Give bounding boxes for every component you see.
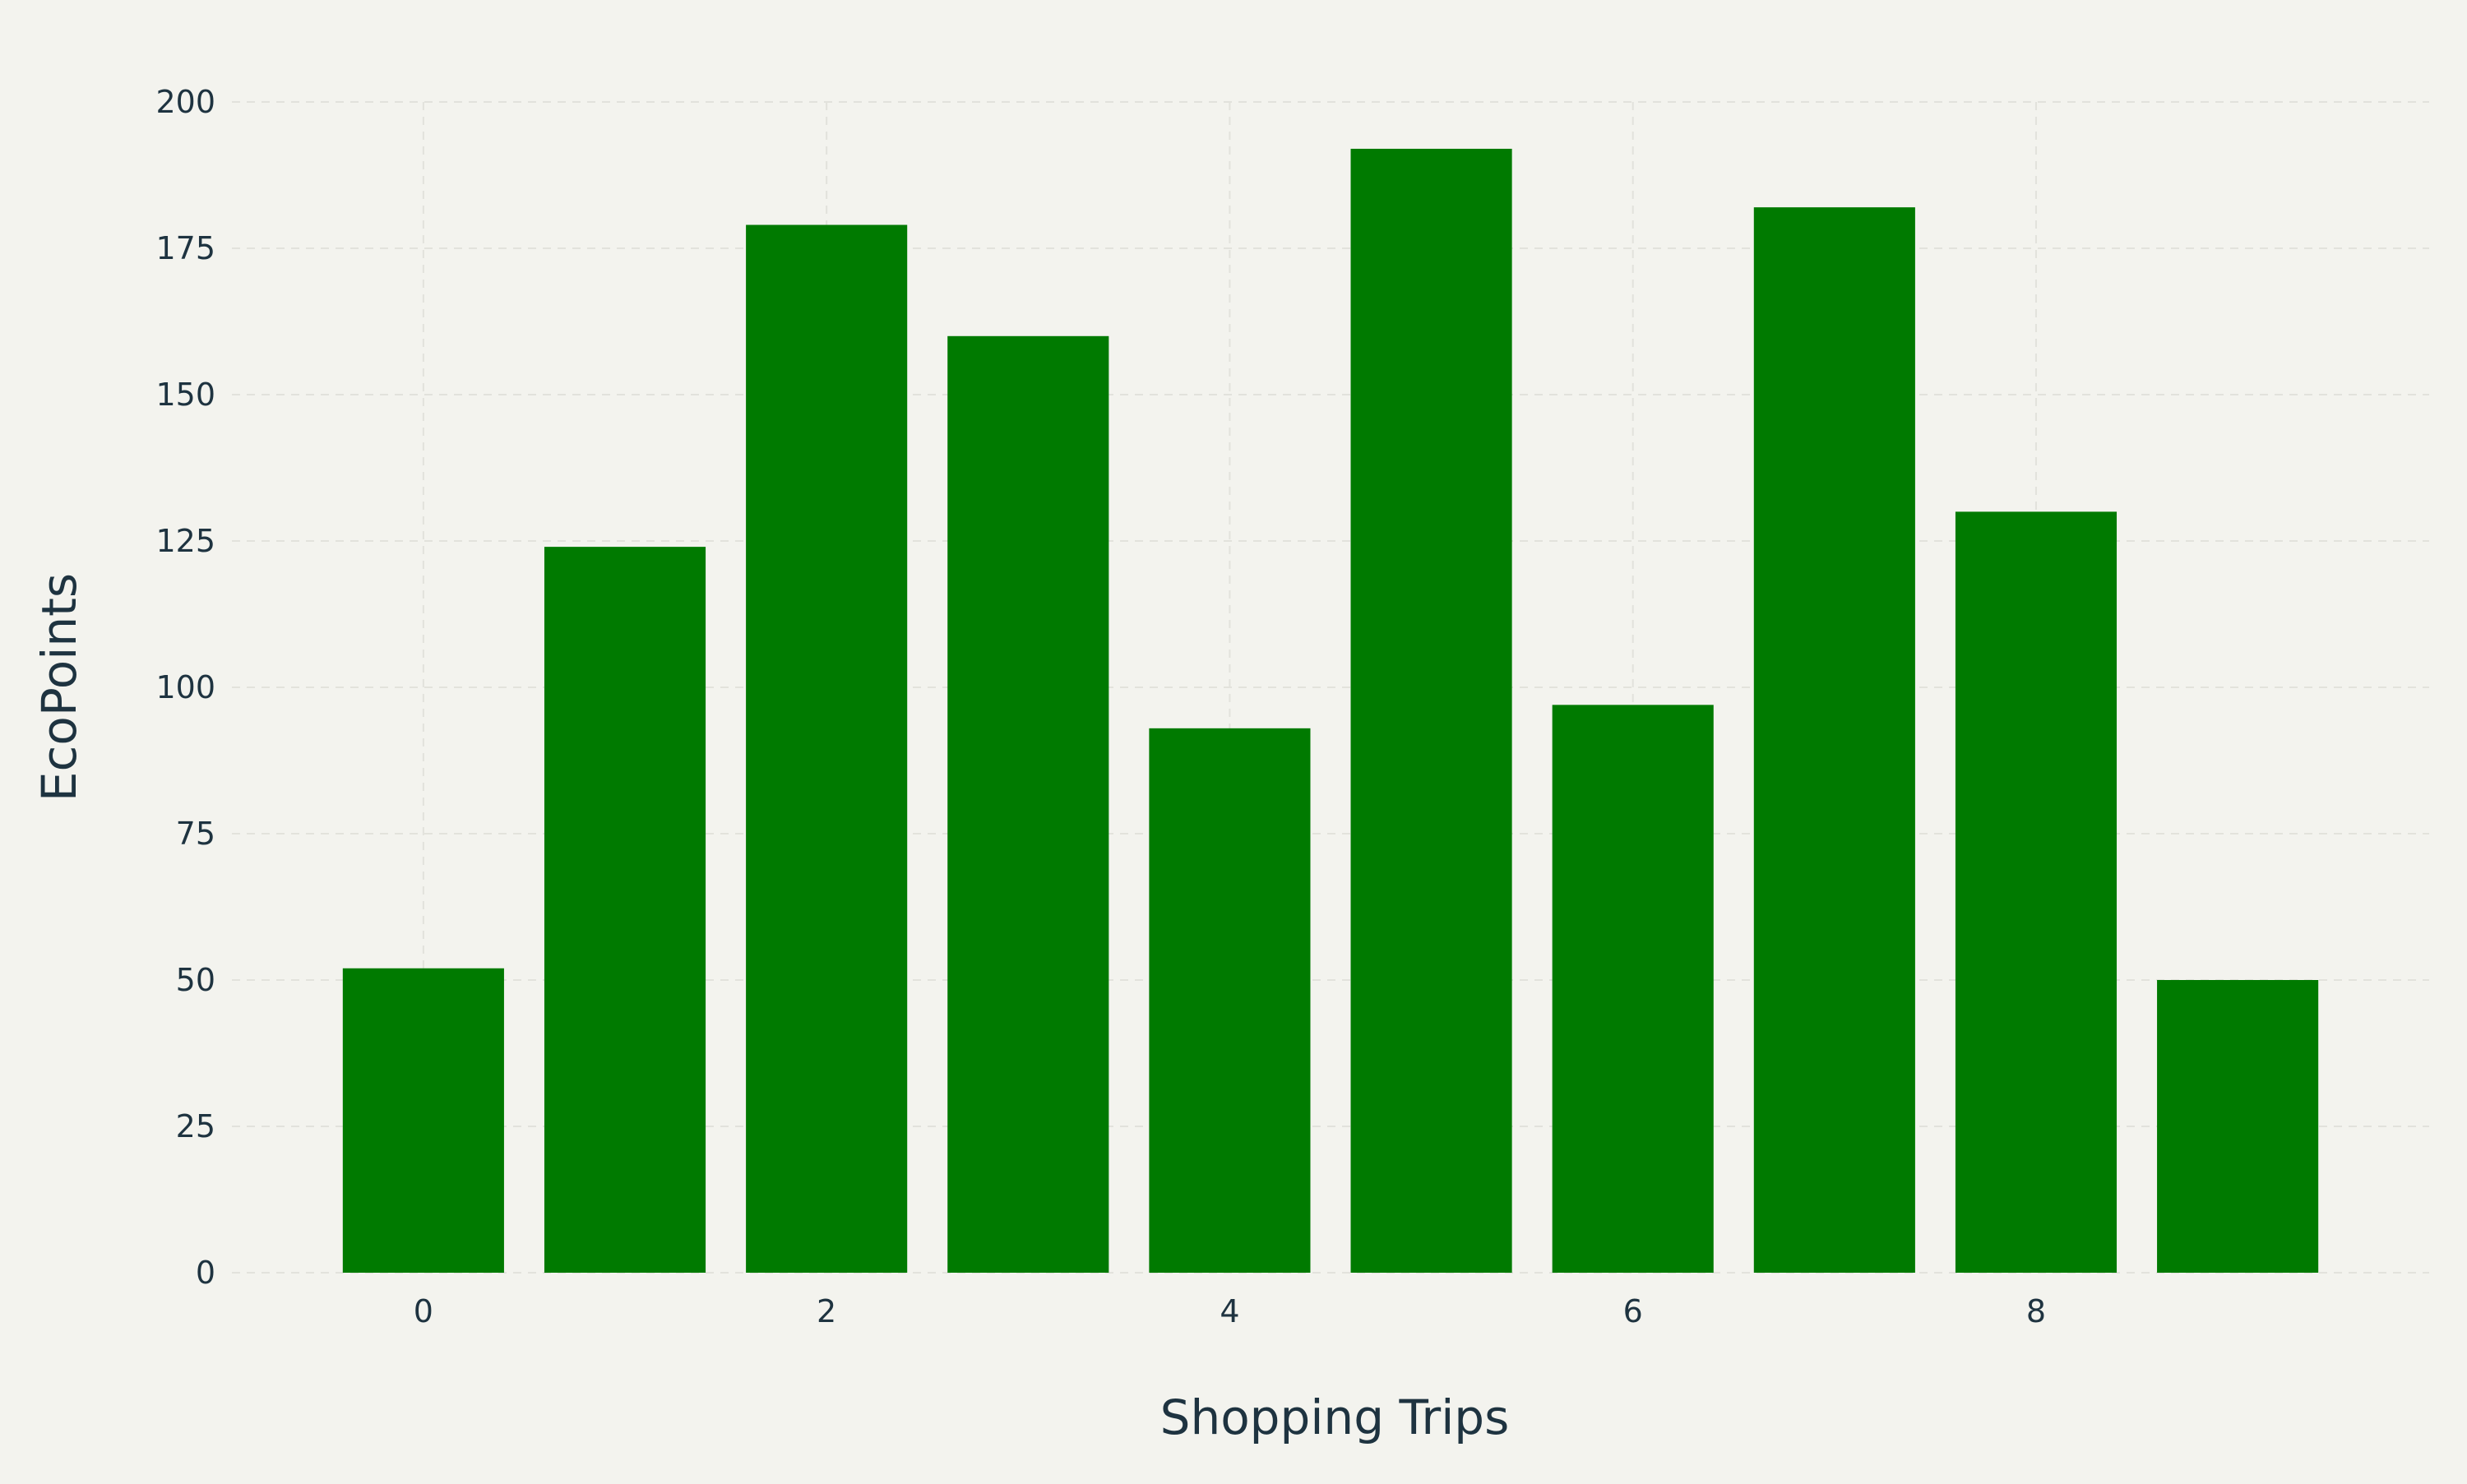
y-tick-label: 75 <box>176 816 215 852</box>
y-tick-label: 0 <box>196 1255 215 1291</box>
bar <box>1350 148 1512 1274</box>
x-tick-label: 0 <box>414 1293 433 1329</box>
y-tick-label: 50 <box>176 962 215 998</box>
x-tick-label: 2 <box>817 1293 836 1329</box>
bar <box>1149 728 1311 1273</box>
y-tick-labels: 0 25 50 75 100 125 150 175 200 <box>155 84 215 1291</box>
y-tick-label: 125 <box>155 523 215 559</box>
bar <box>1955 511 2118 1273</box>
x-tick-label: 8 <box>2026 1293 2046 1329</box>
x-tick-label: 4 <box>1220 1293 1239 1329</box>
y-tick-label: 100 <box>155 669 215 705</box>
x-tick-label: 6 <box>1623 1293 1643 1329</box>
y-tick-label: 175 <box>155 230 215 266</box>
bar <box>947 335 1109 1273</box>
bar <box>342 968 504 1273</box>
bar <box>2157 980 2319 1273</box>
y-tick-label: 200 <box>155 84 215 120</box>
grid-lines <box>232 101 2429 1274</box>
bar <box>544 547 706 1273</box>
x-tick-labels: 0 2 4 6 8 <box>414 1293 2046 1329</box>
bar <box>1552 705 1714 1273</box>
y-tick-label: 150 <box>155 377 215 413</box>
bar <box>1753 207 1915 1273</box>
bar <box>746 224 908 1273</box>
y-tick-label: 25 <box>176 1108 215 1144</box>
y-axis-title: EcoPoints <box>31 573 87 802</box>
x-axis-title: Shopping Trips <box>1160 1389 1510 1445</box>
bars <box>342 148 2319 1274</box>
